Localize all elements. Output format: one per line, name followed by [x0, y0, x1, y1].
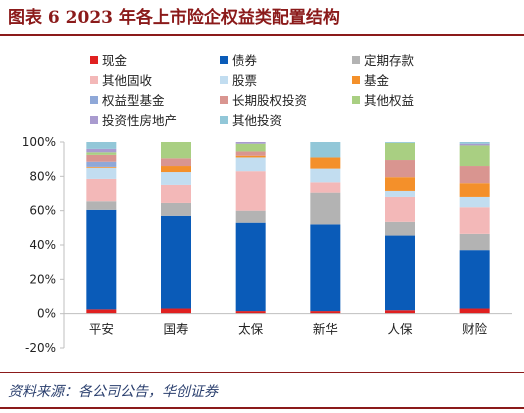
legend-label: 股票 [232, 73, 257, 88]
legend-label: 权益型基金 [102, 93, 165, 108]
bar-segment [161, 172, 191, 185]
y-tick-label: 40% [29, 238, 56, 252]
x-axis: 平安 国寿 太保 新华 人保 财险 [64, 313, 512, 337]
legend-swatch [90, 76, 98, 84]
x-tick-label: 财险 [462, 322, 488, 337]
legend-label: 其他固收 [102, 73, 153, 88]
bar-segment [86, 209, 117, 310]
bar-segment [235, 210, 266, 223]
bar-segment [235, 157, 266, 172]
bar-segment [161, 215, 191, 309]
bar-segment [459, 166, 490, 184]
legend-swatch [220, 116, 228, 124]
x-tick-label: 国寿 [163, 322, 188, 337]
bar-segment [86, 166, 117, 168]
bar-segment [385, 160, 415, 178]
bar-segment [459, 233, 490, 251]
x-tick-label: 新华 [313, 322, 338, 337]
figure-title: 图表 6 2023 年各上市险企权益类配置结构 [8, 8, 340, 28]
bar-segment [385, 235, 415, 311]
x-tick-label: 人保 [387, 322, 413, 337]
legend-label: 投资性房地产 [102, 113, 177, 128]
bar-segment [459, 143, 490, 146]
bar-segment [459, 196, 490, 208]
bar-segment [310, 142, 341, 158]
bar-segment [161, 166, 191, 173]
legend-swatch [220, 76, 228, 84]
bar-segment [310, 168, 341, 183]
bar-segment [235, 155, 266, 158]
bar-segment [459, 142, 490, 144]
bar-segment [86, 148, 117, 153]
legend-swatch [352, 56, 360, 64]
bar-segment [459, 183, 490, 197]
legend-swatch [90, 56, 98, 64]
bar-segment [310, 224, 341, 312]
legend-swatch [220, 56, 228, 64]
bar-segment [385, 190, 415, 197]
bottom-divider [0, 407, 524, 409]
y-tick-label: 100% [22, 135, 56, 149]
legend-swatch [220, 96, 228, 104]
bar-segment [86, 167, 117, 179]
bar-segment [385, 196, 415, 222]
legend-swatch [90, 96, 98, 104]
source-note: 资料来源：各公司公告，华创证券 [8, 384, 218, 400]
legend-swatch [352, 76, 360, 84]
bar-segment [310, 311, 341, 314]
y-tick-label: 0% [37, 307, 56, 321]
bar-segment [86, 201, 117, 210]
bar-segment [459, 308, 490, 314]
bar-segment [86, 152, 117, 155]
bar-segment [385, 310, 415, 314]
bar-segment [161, 308, 191, 314]
bar-segment [235, 222, 266, 312]
bar-segment [459, 207, 490, 234]
bar-segment [86, 178, 117, 202]
legend-label: 现金 [102, 53, 128, 68]
bar-segment [459, 250, 490, 309]
bar-segment [310, 157, 341, 169]
legend-label: 其他权益 [364, 93, 414, 108]
bar-segment [310, 192, 341, 225]
title-divider [0, 34, 524, 36]
legend-swatch [352, 96, 360, 104]
bar-segment [86, 161, 117, 167]
y-tick-label: 60% [29, 204, 56, 218]
legend-label: 定期存款 [364, 53, 415, 68]
bar-segment [161, 158, 191, 167]
bar-segment [161, 202, 191, 216]
legend-label: 债券 [232, 53, 258, 68]
bar-segment [235, 143, 266, 152]
bar-segment [235, 171, 266, 211]
bar-segment [235, 142, 266, 144]
y-tick-label: 20% [29, 272, 56, 286]
bar-segment [86, 154, 117, 162]
legend-swatch [90, 116, 98, 124]
bar-segment [161, 142, 191, 159]
bar-segment [86, 142, 117, 149]
legend-label: 其他投资 [232, 113, 282, 128]
bar-segment [385, 142, 415, 161]
x-tick-label: 平安 [89, 322, 114, 337]
bar-segment [385, 221, 415, 236]
legend-label: 基金 [364, 73, 390, 88]
legend-label: 长期股权投资 [232, 93, 307, 108]
bar-segment [235, 151, 266, 156]
bar-stacks [86, 142, 490, 314]
bar-segment [459, 145, 490, 167]
bar-segment [235, 311, 266, 314]
x-tick-label: 太保 [238, 322, 264, 337]
y-tick-label: -20% [25, 341, 56, 355]
bar-segment [161, 184, 191, 203]
y-axis: -20% 0% 20% 40% 60% 80% 100% [22, 135, 65, 355]
bar-segment [310, 182, 341, 193]
y-tick-label: 80% [29, 169, 56, 183]
source-divider [0, 372, 524, 373]
bar-segment [385, 177, 415, 191]
bar-segment [385, 142, 415, 143]
bar-segment [86, 309, 117, 314]
